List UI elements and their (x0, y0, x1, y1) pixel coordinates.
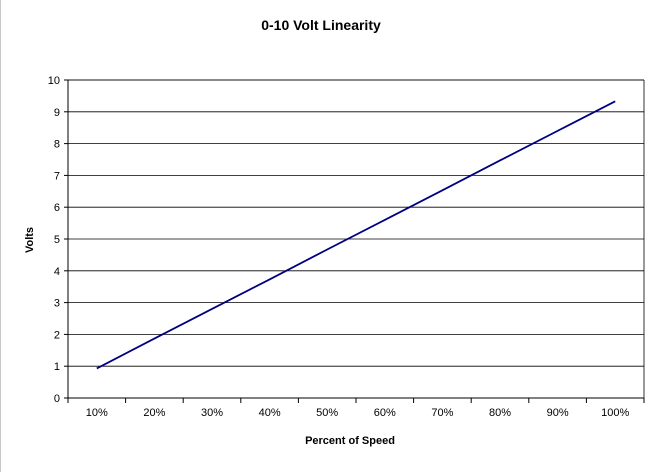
x-tick-label: 30% (201, 407, 223, 419)
x-tick-label: 40% (259, 407, 281, 419)
y-tick-label: 9 (54, 107, 60, 119)
x-tick-label: 100% (601, 407, 629, 419)
y-axis-title: Volts (24, 227, 36, 253)
y-tick-label: 8 (54, 139, 60, 151)
x-tick-label: 10% (86, 407, 108, 419)
y-tick-label: 6 (54, 202, 60, 214)
series-layer (96, 100, 616, 370)
y-axis-ticks: 0 1 2 3 4 5 6 7 8 9 10 (48, 75, 68, 405)
series-line (96, 100, 616, 370)
x-tick-label: 20% (143, 407, 165, 419)
y-tick-label: 3 (54, 298, 60, 310)
y-tick-label: 4 (54, 266, 60, 278)
y-tick-label: 0 (54, 393, 60, 405)
x-tick-label: 70% (431, 407, 453, 419)
y-tick-label: 7 (54, 170, 60, 182)
x-tick-label: 60% (374, 407, 396, 419)
y-tick-label: 5 (54, 234, 60, 246)
x-tick-label: 80% (489, 407, 511, 419)
x-tick-label: 90% (547, 407, 569, 419)
x-tick-label: 50% (316, 407, 338, 419)
y-tick-label: 10 (48, 75, 60, 87)
gridlines (68, 79, 644, 367)
y-tick-label: 1 (54, 361, 60, 373)
x-axis-title: Percent of Speed (305, 435, 395, 447)
x-axis-ticks: 10% 20% 30% 40% 50% 60% 70% 80% 90% 100% (67, 398, 645, 419)
chart-title: 0-10 Volt Linearity (261, 17, 381, 33)
y-tick-label: 2 (54, 329, 60, 341)
